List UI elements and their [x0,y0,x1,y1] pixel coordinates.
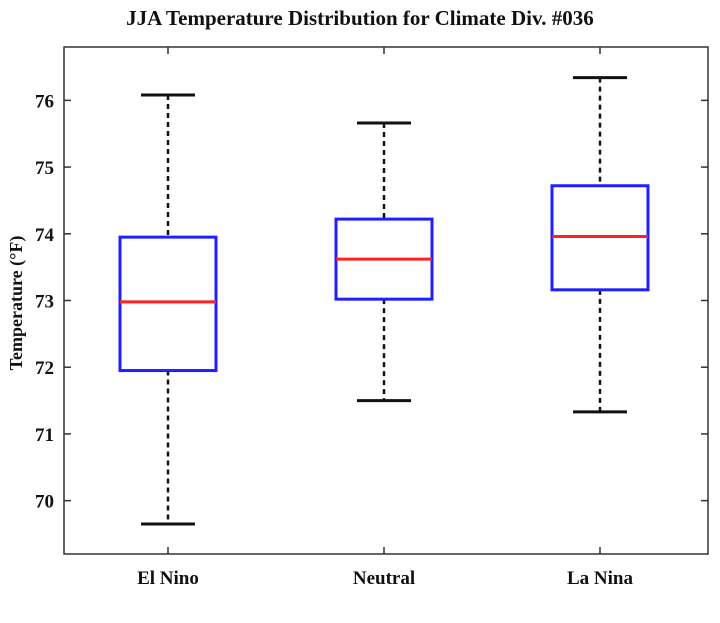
chart-title: JJA Temperature Distribution for Climate… [126,6,594,30]
y-tick-label: 76 [35,91,54,112]
x-tick-label: Neutral [353,568,415,589]
y-tick-label: 73 [35,292,54,313]
x-tick-label: El Nino [137,568,199,589]
y-axis-label: Temperature (°F) [6,236,27,371]
box-group [118,93,218,526]
box-group [334,121,434,403]
y-tick-label: 70 [35,492,54,513]
y-tick-label: 71 [35,425,54,446]
iqr-box [118,235,218,373]
y-tick-label: 74 [35,225,55,246]
y-tick-label: 75 [35,158,54,179]
x-tick-label: La Nina [567,568,633,589]
box-group [550,76,650,414]
y-tick-label: 72 [35,358,54,379]
